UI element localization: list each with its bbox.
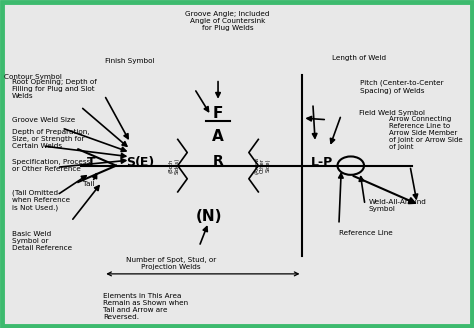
Text: (Tail Omitted
when Reference
is Not Used.): (Tail Omitted when Reference is Not Used… bbox=[12, 190, 70, 211]
Text: Contour Symbol: Contour Symbol bbox=[4, 74, 62, 80]
Text: Arrow Connecting
Reference Line to
Arrow Side Member
of Joint or Arrow Side
of J: Arrow Connecting Reference Line to Arrow… bbox=[389, 116, 462, 150]
Text: Pitch (Center-to-Center
Spacing) of Welds: Pitch (Center-to-Center Spacing) of Weld… bbox=[360, 80, 444, 94]
Text: A: A bbox=[212, 129, 224, 144]
Text: R: R bbox=[213, 154, 223, 168]
Text: Number of Spot, Stud, or
Projection Welds: Number of Spot, Stud, or Projection Weld… bbox=[126, 257, 216, 271]
Text: (N): (N) bbox=[195, 209, 222, 224]
Text: Tail: Tail bbox=[83, 181, 94, 187]
Text: Field Weld Symbol: Field Weld Symbol bbox=[359, 110, 425, 116]
Text: Length of Weld: Length of Weld bbox=[332, 55, 386, 61]
Text: Elements in This Area
Remain as Shown when
Tail and Arrow are
Reversed.: Elements in This Area Remain as Shown wh… bbox=[103, 293, 189, 319]
Text: Weld-All-Around
Symbol: Weld-All-Around Symbol bbox=[369, 198, 427, 212]
Text: Groove Angle; Included
Angle of Countersink
for Plug Welds: Groove Angle; Included Angle of Counters… bbox=[185, 11, 270, 31]
Text: L-P: L-P bbox=[311, 156, 333, 169]
Text: Basic Weld
Symbol or
Detail Reference: Basic Weld Symbol or Detail Reference bbox=[12, 231, 72, 251]
Text: T: T bbox=[87, 156, 95, 169]
Text: (E): (E) bbox=[135, 156, 155, 169]
Text: Specification, Process,
or Other Reference: Specification, Process, or Other Referen… bbox=[12, 159, 92, 172]
Text: Reference Line: Reference Line bbox=[339, 230, 392, 236]
Text: (Both
Sides): (Both Sides) bbox=[169, 157, 179, 174]
Text: (Arrow
Other
Side): (Arrow Other Side) bbox=[254, 157, 271, 174]
Text: S: S bbox=[126, 156, 135, 169]
Text: Finish Symbol: Finish Symbol bbox=[105, 58, 154, 64]
Text: Groove Weld Size: Groove Weld Size bbox=[12, 117, 75, 123]
Text: F: F bbox=[213, 106, 223, 121]
Text: Depth of Preparation,
Size, or Strength for
Certain Welds: Depth of Preparation, Size, or Strength … bbox=[12, 130, 90, 149]
Text: Root Opening; Depth of
Filling for Plug and Slot
Welds: Root Opening; Depth of Filling for Plug … bbox=[12, 79, 97, 98]
